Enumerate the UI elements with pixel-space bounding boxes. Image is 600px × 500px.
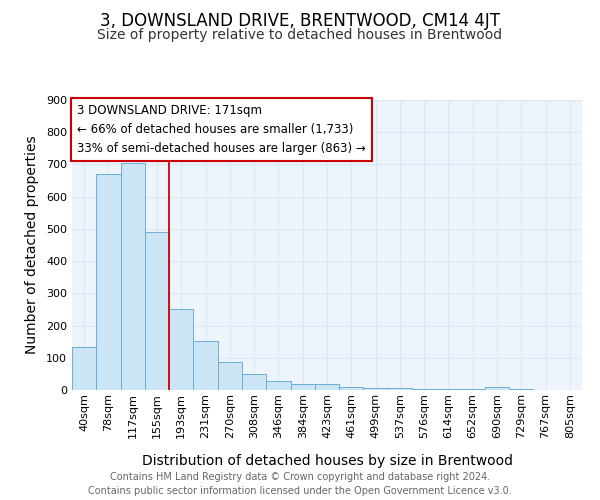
Y-axis label: Number of detached properties: Number of detached properties <box>25 136 39 354</box>
Bar <box>364 388 388 390</box>
Text: Size of property relative to detached houses in Brentwood: Size of property relative to detached ho… <box>97 28 503 42</box>
Bar <box>412 388 436 390</box>
Bar <box>193 341 218 390</box>
Bar <box>461 389 485 390</box>
Bar <box>169 310 193 390</box>
Bar <box>121 163 145 390</box>
Bar <box>339 387 364 390</box>
Bar <box>436 389 461 390</box>
Bar <box>145 232 169 390</box>
Text: Distribution of detached houses by size in Brentwood: Distribution of detached houses by size … <box>142 454 512 468</box>
Bar <box>266 381 290 390</box>
Bar <box>290 384 315 390</box>
Text: Contains HM Land Registry data © Crown copyright and database right 2024.
Contai: Contains HM Land Registry data © Crown c… <box>88 472 512 496</box>
Bar <box>485 388 509 390</box>
Bar <box>218 362 242 390</box>
Bar <box>72 346 96 390</box>
Bar <box>96 174 121 390</box>
Bar <box>315 384 339 390</box>
Bar <box>242 374 266 390</box>
Text: 3 DOWNSLAND DRIVE: 171sqm
← 66% of detached houses are smaller (1,733)
33% of se: 3 DOWNSLAND DRIVE: 171sqm ← 66% of detac… <box>77 104 366 156</box>
Text: 3, DOWNSLAND DRIVE, BRENTWOOD, CM14 4JT: 3, DOWNSLAND DRIVE, BRENTWOOD, CM14 4JT <box>100 12 500 30</box>
Bar <box>388 388 412 390</box>
